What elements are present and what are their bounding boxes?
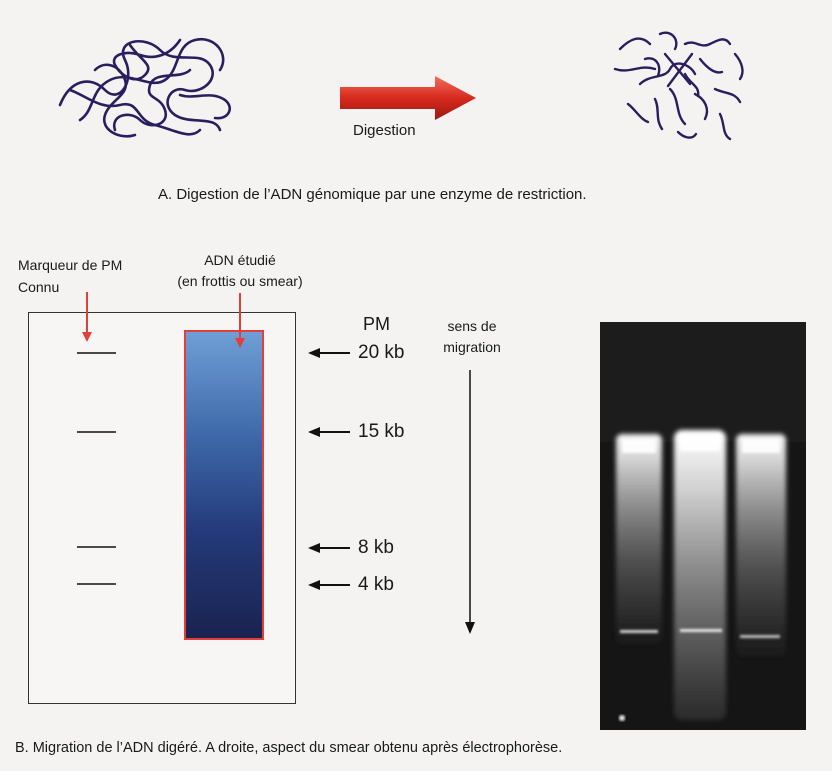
band-label-4kb: 4 kb (358, 574, 394, 595)
intact-dna-drawing (58, 37, 231, 138)
gel-lane-1 (616, 434, 662, 644)
marker-label: Marqueur de PM Connu (18, 257, 122, 296)
digestion-label: Digestion (353, 122, 416, 139)
section-a-caption: A. Digestion de l’ADN génomique par une … (158, 186, 587, 203)
migration-label: sens de migration (432, 318, 512, 356)
gel-lane-3 (736, 434, 786, 656)
band-label-15kb: 15 kb (358, 421, 405, 442)
band-label-8kb: 8 kb (358, 537, 394, 558)
digestion-arrow (340, 76, 476, 120)
gel-lane-2 (674, 430, 726, 720)
band-label-20kb: 20 kb (358, 342, 405, 363)
dna-studied-label: ADN étudié (en frottis ou smear) (150, 252, 330, 290)
dna-label-line2: (en frottis ou smear) (177, 273, 303, 289)
pm-header: PM (363, 314, 390, 334)
marker-label-line1: Marqueur de PM (18, 257, 123, 273)
dna-label-line1: ADN étudié (204, 252, 276, 268)
dna-smear-lane (184, 330, 264, 640)
digested-dna-drawing (613, 31, 744, 141)
migration-label-line2: migration (443, 339, 501, 355)
gel-photo (600, 322, 806, 730)
section-b-caption: B. Migration de l’ADN digéré. A droite, … (15, 740, 563, 756)
marker-label-line2: Connu (18, 279, 60, 295)
migration-label-line1: sens de (447, 318, 497, 334)
